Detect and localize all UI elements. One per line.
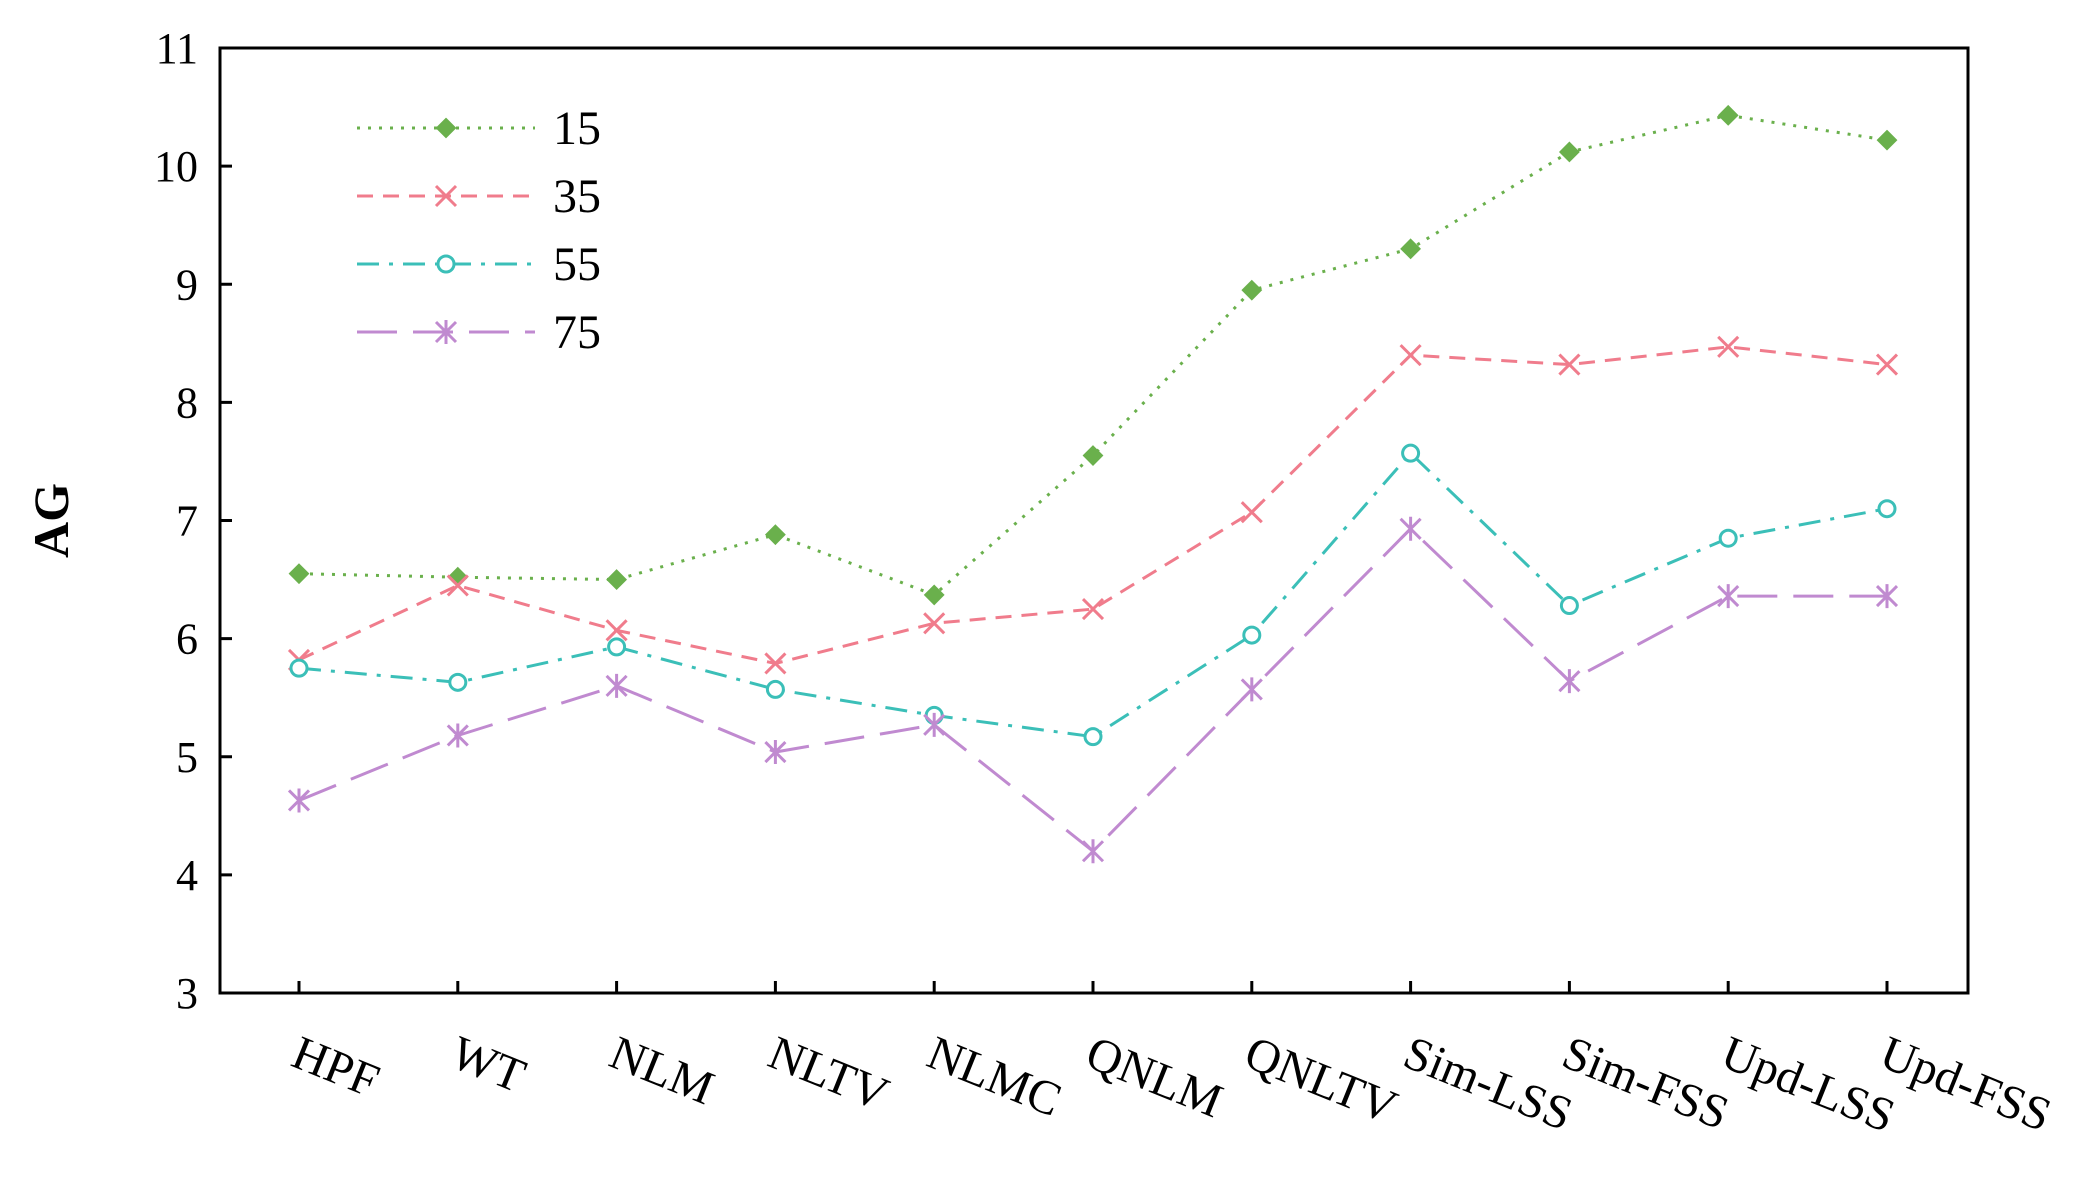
- plot-area: [287, 104, 1899, 864]
- data-point-15-8: [1558, 141, 1580, 163]
- legend-marker-15: [435, 117, 457, 139]
- data-point-55-10: [1877, 499, 1897, 519]
- data-point-75-8: [1558, 669, 1581, 694]
- y-axis-title: AG: [23, 483, 79, 558]
- x-tick-label-9: Upd-LSS: [1714, 1026, 1902, 1143]
- data-point-35-4: [923, 612, 946, 635]
- data-point-75-10: [1875, 584, 1899, 609]
- data-point-75-3: [764, 740, 787, 765]
- y-tick-label-3: 3: [176, 969, 198, 1018]
- data-point-35-5: [1081, 598, 1105, 621]
- x-tick-label-5: QNLM: [1079, 1026, 1230, 1128]
- data-point-55-0: [289, 658, 309, 678]
- data-point-35-6: [1240, 501, 1263, 524]
- y-tick-label-5: 5: [176, 733, 198, 782]
- y-tick-label-8: 8: [176, 378, 198, 427]
- x-tick-label-3: NLTV: [761, 1026, 896, 1122]
- legend-marker-55: [436, 254, 456, 274]
- data-point-55-6: [1242, 625, 1262, 645]
- legend-label-75: 75: [553, 306, 601, 359]
- data-point-15-10: [1876, 129, 1898, 151]
- data-point-15-3: [764, 524, 786, 546]
- y-tick-label-7: 7: [176, 497, 198, 546]
- data-point-55-9: [1718, 528, 1738, 548]
- series-line-75: [298, 526, 1887, 854]
- y-tick-label-9: 9: [176, 260, 198, 309]
- data-point-35-2: [605, 619, 628, 642]
- data-point-35-10: [1875, 353, 1899, 376]
- data-point-35-3: [764, 652, 787, 675]
- data-point-35-7: [1399, 344, 1422, 367]
- data-point-55-2: [607, 637, 627, 657]
- y-tick-label-10: 10: [154, 142, 198, 191]
- legend-label-15: 15: [553, 102, 601, 155]
- y-tick-label-4: 4: [176, 851, 198, 900]
- x-tick-label-0: HPF: [285, 1026, 387, 1108]
- data-point-75-6: [1240, 677, 1263, 702]
- legend: 15 35 55 75: [357, 102, 601, 359]
- legend-marker-35: [434, 184, 458, 208]
- series-line-15: [298, 113, 1888, 597]
- data-point-15-0: [288, 563, 310, 585]
- x-tick-label-1: WT: [444, 1026, 533, 1103]
- data-point-75-7: [1399, 516, 1422, 541]
- series-line-55: [298, 450, 1888, 739]
- x-tick-label-6: QNLTV: [1238, 1026, 1405, 1135]
- data-point-75-0: [287, 788, 311, 813]
- data-point-55-7: [1401, 443, 1421, 463]
- data-point-15-2: [606, 569, 628, 590]
- series-line-35: [298, 345, 1888, 665]
- data-point-15-4: [923, 584, 945, 606]
- x-tick-label-2: NLM: [602, 1026, 721, 1115]
- legend-label-55: 55: [553, 238, 601, 291]
- data-point-35-9: [1717, 335, 1740, 358]
- data-point-75-4: [923, 712, 946, 737]
- data-point-55-5: [1083, 727, 1103, 747]
- legend-label-35: 35: [553, 170, 601, 223]
- y-tick-label-6: 6: [176, 615, 198, 664]
- data-point-75-1: [446, 723, 469, 748]
- data-point-15-5: [1082, 445, 1104, 466]
- x-tick-label-4: NLMC: [920, 1026, 1068, 1127]
- legend-marker-75: [434, 320, 458, 344]
- data-point-75-5: [1081, 839, 1105, 864]
- data-point-55-3: [765, 679, 785, 699]
- x-tick-label-10: Upd-FSS: [1873, 1026, 2059, 1142]
- data-point-35-8: [1558, 353, 1581, 376]
- y-tick-label-11: 11: [156, 24, 198, 73]
- data-point-75-9: [1717, 584, 1740, 609]
- data-point-35-1: [446, 574, 469, 597]
- data-point-55-1: [448, 672, 468, 692]
- data-point-55-8: [1559, 596, 1579, 616]
- data-point-15-7: [1400, 238, 1422, 260]
- x-tick-label-7: Sim-LSS: [1396, 1026, 1579, 1141]
- data-point-15-9: [1717, 104, 1739, 126]
- data-point-75-2: [605, 673, 628, 698]
- data-point-15-6: [1241, 279, 1263, 301]
- x-tick-label-8: Sim-FSS: [1555, 1026, 1736, 1140]
